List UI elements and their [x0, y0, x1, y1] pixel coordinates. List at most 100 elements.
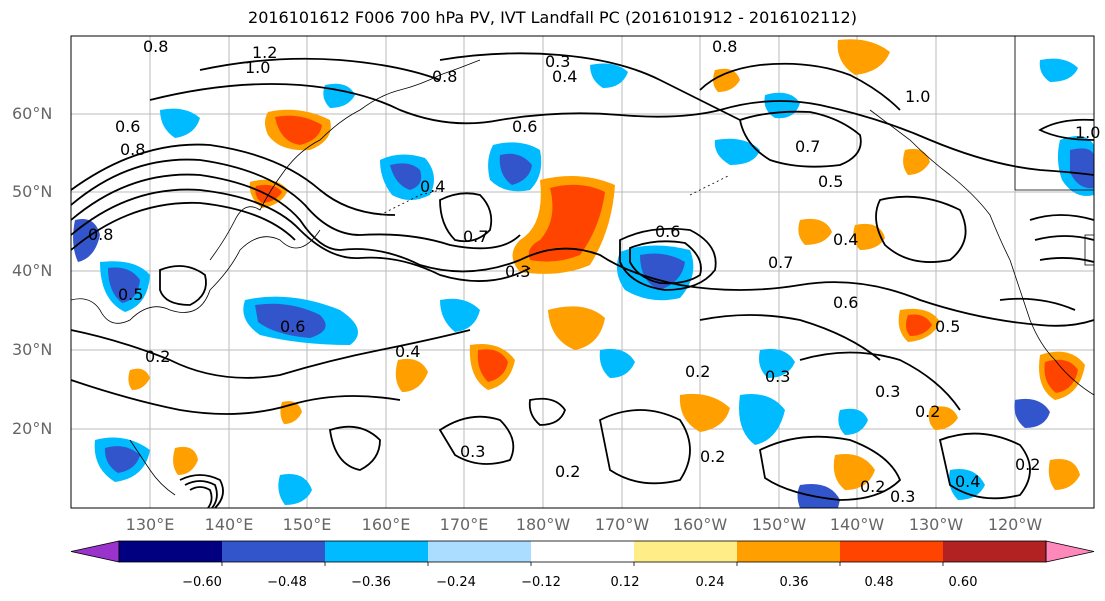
colorbar-tick-label: −0.60	[182, 575, 222, 590]
contour-label: 0.6	[833, 293, 858, 312]
lon-label: 130°W	[908, 515, 964, 534]
contour-label: 0.4	[833, 230, 858, 249]
colorbar-tick-label: 0.24	[695, 575, 725, 590]
colorbar-swatch	[325, 541, 429, 562]
red-blob	[1044, 359, 1078, 393]
lon-label: 160°W	[672, 515, 728, 534]
red-blob	[905, 314, 932, 336]
lat-label: 40°N	[12, 261, 53, 280]
contour-label: 0.8	[432, 67, 457, 86]
blue-blob	[278, 474, 312, 505]
blue-blob	[759, 348, 795, 378]
lon-label: 150°W	[751, 515, 807, 534]
lat-label: 20°N	[12, 419, 53, 438]
contour-label: 0.3	[460, 442, 485, 461]
colorbar-swatch	[531, 541, 635, 562]
contour-label: 0.7	[463, 227, 488, 246]
orange-blob	[798, 218, 832, 245]
colorbar-tick-label: 0.48	[864, 575, 894, 590]
lon-label: 120°W	[987, 515, 1043, 534]
contour-label: 1.2	[252, 43, 277, 62]
blue-blob	[160, 108, 200, 138]
red-blob	[528, 184, 605, 262]
lat-label: 60°N	[12, 104, 53, 123]
positive-pv-blobs	[128, 39, 1085, 490]
contour-label: 0.4	[552, 67, 577, 86]
colorbar-extend-high	[1045, 540, 1095, 563]
blue-blob	[499, 153, 532, 185]
blue-blob	[390, 163, 422, 190]
contour-label: 0.3	[875, 382, 900, 401]
blue-blob	[838, 408, 868, 435]
lon-label: 140°E	[204, 515, 254, 534]
colorbar-tick-label: −0.24	[436, 575, 476, 590]
blue-blob	[599, 348, 635, 378]
contour-label: 0.8	[712, 37, 737, 56]
colorbar-swatch	[428, 541, 532, 562]
map-title: 2016101612 F006 700 hPa PV, IVT Landfall…	[248, 8, 857, 27]
colorbar-swatch	[119, 541, 223, 562]
contour-label: 0.5	[818, 172, 843, 191]
blue-blob	[323, 83, 355, 108]
blue-blob	[1014, 398, 1050, 428]
contour-label: 1.0	[1075, 123, 1100, 142]
orange-blob	[548, 306, 605, 350]
colorbar-border	[118, 540, 1047, 563]
contour-label: 0.7	[768, 253, 793, 272]
orange-blob	[928, 406, 958, 430]
red-blob	[477, 349, 508, 382]
colorbar-tick-label: 0.12	[610, 575, 640, 590]
blue-blob	[1039, 58, 1078, 82]
contour-label: 0.3	[765, 367, 790, 386]
colorbar-extend-low	[70, 540, 120, 563]
orange-blob	[395, 358, 428, 392]
lat-label: 50°N	[12, 182, 53, 201]
colorbar-tick-label: 0.60	[948, 575, 978, 590]
orange-blob	[713, 68, 740, 92]
contour-label: 0.4	[955, 472, 980, 491]
lon-label: 130°E	[125, 515, 175, 534]
colorbar-swatch	[634, 541, 738, 562]
blue-blob	[949, 469, 985, 500]
colorbar-tick-label: −0.36	[351, 575, 391, 590]
contour-label: 0.2	[1015, 455, 1040, 474]
blue-blob	[108, 267, 140, 303]
colorbar-tick-label: 0.36	[779, 575, 809, 590]
colorbar-swatch	[943, 541, 1047, 562]
blue-blob	[714, 138, 760, 165]
contour-label: 0.6	[115, 117, 140, 136]
orange-blob	[1048, 459, 1080, 490]
contour-label: 1.0	[245, 58, 270, 77]
contour-label: 0.3	[545, 52, 570, 71]
contour-label: 1.0	[905, 87, 930, 106]
contour-lines	[70, 52, 1095, 509]
contour-labels: 0.8 1.2 1.0 0.8 0.3 0.4 0.8 0.6 0.7 0.7 …	[88, 37, 1100, 506]
lon-label: 160°E	[361, 515, 411, 534]
blue-blob	[1070, 148, 1094, 189]
contour-label: 0.7	[795, 137, 820, 156]
coastlines	[70, 36, 1095, 496]
map-plot-area	[71, 36, 1094, 508]
contour-label: 0.8	[143, 37, 168, 56]
orange-blob	[679, 393, 730, 432]
contour-label: 0.3	[890, 487, 915, 506]
lon-label: 140°W	[829, 515, 885, 534]
blue-blob	[590, 63, 628, 88]
blue-blob	[73, 219, 100, 262]
negative-pv-blobs	[73, 58, 1094, 508]
orange-blob	[128, 368, 150, 390]
lon-label: 170°W	[594, 515, 650, 534]
contour-label: 0.2	[145, 347, 170, 366]
red-blob	[275, 115, 322, 145]
contour-label: 0.4	[420, 177, 445, 196]
contour-label: 0.8	[120, 140, 145, 159]
colorbar	[70, 540, 1095, 566]
colorbar-swatch	[222, 541, 326, 562]
lon-label: 170°E	[439, 515, 489, 534]
contour-label: 0.2	[685, 362, 710, 381]
contour-label: 0.8	[88, 225, 113, 244]
contour-label: 0.6	[280, 317, 305, 336]
contour-label: 0.6	[512, 117, 537, 136]
contour-label: 0.2	[700, 447, 725, 466]
